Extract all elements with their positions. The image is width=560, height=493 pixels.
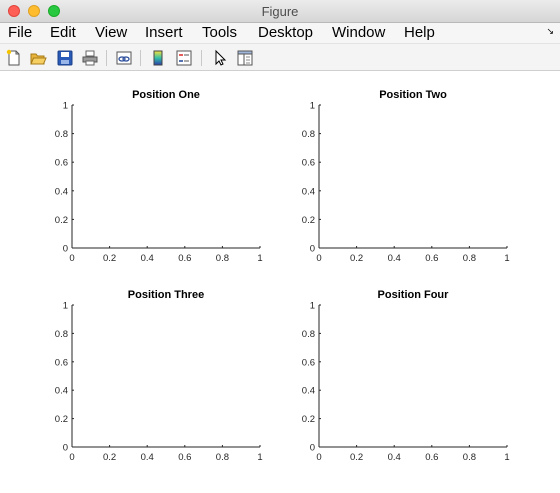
y-tick-label: 0 [310, 443, 315, 454]
insert-legend-button[interactable] [175, 49, 193, 67]
menu-edit[interactable]: Edit [50, 24, 76, 41]
axes-title: Position Two [379, 89, 447, 101]
pointer-arrow-icon [215, 49, 227, 66]
x-tick-label: 0.6 [425, 452, 438, 463]
save-figure-button[interactable] [56, 49, 74, 67]
x-tick-label: 0.2 [103, 452, 116, 463]
axes-title: Position Four [378, 289, 450, 301]
dock-arrow-icon[interactable]: ↘ [546, 26, 554, 36]
y-tick-label: 0.8 [55, 329, 68, 340]
legend-icon [176, 50, 192, 66]
x-tick-label: 0.8 [463, 253, 476, 264]
axes-4[interactable]: Position Four 0 0.2 0.4 0.6 0.8 1 0 0.2 0.4 0.6 0.8… [302, 289, 510, 463]
x-tick-label: 0 [316, 253, 321, 264]
y-tick-label: 0.6 [302, 158, 315, 169]
x-tick-label: 0.6 [178, 253, 191, 264]
axes-title: Position Three [128, 289, 204, 301]
open-file-button[interactable] [29, 49, 47, 67]
menu-file[interactable]: File [8, 24, 33, 41]
new-figure-button[interactable] [5, 49, 23, 67]
x-tick-label: 1 [257, 452, 262, 463]
menu-view[interactable]: View [95, 24, 128, 41]
x-tick-label: 0.2 [350, 253, 363, 264]
figure-toolbar [0, 44, 560, 71]
x-tick-label: 0.8 [463, 452, 476, 463]
y-tick-label: 0.2 [55, 215, 68, 226]
y-tick-label: 0.4 [302, 386, 315, 397]
menu-help[interactable]: Help [404, 24, 435, 41]
y-tick-label: 0.6 [55, 158, 68, 169]
menu-insert[interactable]: Insert [145, 24, 183, 41]
x-tick-label: 0.8 [216, 253, 229, 264]
axes-3[interactable]: Position Three 0 0.2 0.4 0.6 0.8 1 0 0.2 0.4 0.6 0.… [55, 289, 263, 463]
y-tick-label: 0.2 [302, 215, 315, 226]
x-tick-label: 1 [504, 452, 509, 463]
x-tick-label: 0.4 [388, 452, 401, 463]
menu-desktop[interactable]: Desktop [258, 24, 314, 41]
menu-bar: File Edit View Insert Tools Desktop Wind… [0, 23, 560, 44]
x-tick-label: 0.2 [350, 452, 363, 463]
y-tick-label: 1 [63, 301, 68, 312]
new-file-icon [6, 49, 20, 66]
y-tick-label: 0.8 [302, 129, 315, 140]
colorbar-icon [153, 50, 163, 66]
axes-2[interactable]: Position Two 0 0.2 0.4 0.6 0.8 1 0 0.2 0.4 0.6 0.8 1 [302, 89, 510, 264]
y-tick-label: 1 [63, 101, 68, 112]
save-disk-icon [57, 50, 73, 66]
x-tick-label: 1 [504, 253, 509, 264]
window-zoom-button[interactable] [48, 5, 60, 17]
x-tick-label: 0 [69, 452, 74, 463]
y-tick-label: 1 [310, 101, 315, 112]
x-tick-label: 0.4 [141, 452, 154, 463]
x-tick-label: 1 [257, 253, 262, 264]
axes-1[interactable]: Position One 0 0.2 0.4 0.6 0.8 1 0 0.2 0.4 0.6 0.8 1 [55, 89, 263, 264]
y-tick-label: 1 [310, 301, 315, 312]
figure-plots: Position One 0 0.2 0.4 0.6 0.8 1 0 0.2 0.4 0.6 0.8 1… [55, 89, 510, 463]
y-tick-label: 0.6 [55, 357, 68, 368]
x-tick-label: 0.8 [216, 452, 229, 463]
x-tick-label: 0 [69, 253, 74, 264]
edit-plot-button[interactable] [210, 49, 228, 67]
y-tick-label: 0.4 [55, 186, 68, 197]
y-tick-label: 0 [63, 244, 68, 255]
y-tick-label: 0.2 [302, 414, 315, 425]
y-tick-label: 0.6 [302, 357, 315, 368]
printer-icon [82, 50, 98, 66]
link-plot-button[interactable] [115, 49, 133, 67]
print-figure-button[interactable] [81, 49, 99, 67]
y-tick-label: 0.8 [55, 129, 68, 140]
y-tick-label: 0.2 [55, 414, 68, 425]
folder-open-icon [30, 53, 47, 65]
plot-tools-panel-icon [237, 50, 253, 66]
axes-title: Position One [132, 89, 200, 101]
menu-window[interactable]: Window [332, 24, 386, 41]
window-close-button[interactable] [8, 5, 20, 17]
window-minimize-button[interactable] [28, 5, 40, 17]
toolbar-separator [140, 50, 141, 66]
x-tick-label: 0.4 [388, 253, 401, 264]
menu-tools[interactable]: Tools [202, 24, 238, 41]
x-tick-label: 0.6 [425, 253, 438, 264]
x-tick-label: 0.2 [103, 253, 116, 264]
window-title: Figure [261, 4, 299, 19]
link-plot-icon [116, 51, 132, 65]
insert-colorbar-button[interactable] [149, 49, 167, 67]
toolbar-separator [106, 50, 107, 66]
y-tick-label: 0.8 [302, 329, 315, 340]
x-tick-label: 0.4 [141, 253, 154, 264]
y-tick-label: 0.4 [55, 386, 68, 397]
show-plot-tools-button[interactable] [236, 49, 254, 67]
x-tick-label: 0 [316, 452, 321, 463]
toolbar-separator [201, 50, 202, 66]
title-bar: Figure [0, 0, 560, 23]
x-tick-label: 0.6 [178, 452, 191, 463]
y-tick-label: 0.4 [302, 186, 315, 197]
y-tick-label: 0 [63, 443, 68, 454]
figure-canvas: Position One 0 0.2 0.4 0.6 0.8 1 0 0.2 0.4 0.6 0.8 1… [0, 71, 560, 493]
y-tick-label: 0 [310, 244, 315, 255]
